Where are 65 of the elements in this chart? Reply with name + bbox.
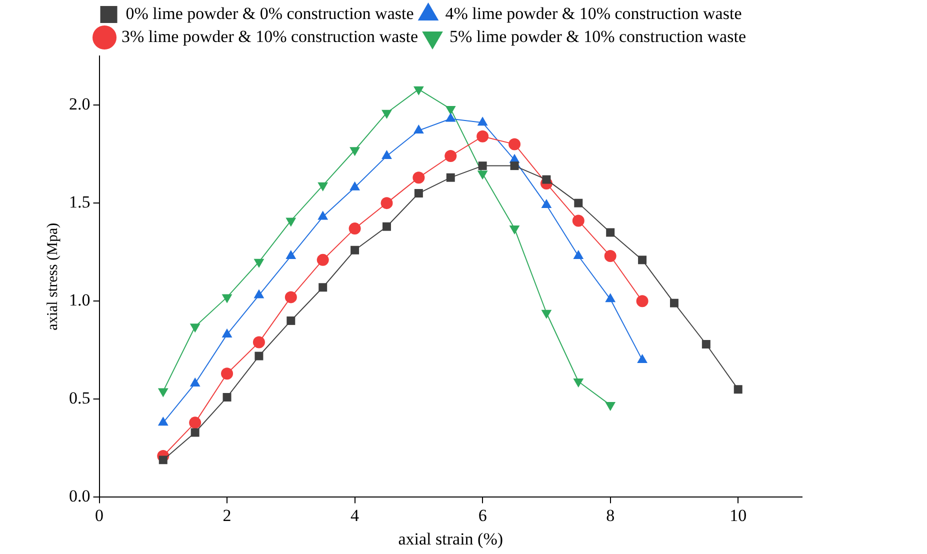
point: [190, 428, 200, 437]
x-tick-label: 6: [478, 506, 487, 525]
point: [382, 110, 392, 119]
point: [636, 295, 648, 308]
point: [158, 416, 168, 426]
point: [444, 150, 457, 162]
point: [606, 228, 615, 237]
point: [254, 352, 264, 360]
x-tick-label: 8: [606, 506, 615, 525]
point: [445, 106, 456, 115]
point: [734, 385, 742, 394]
point: [380, 197, 393, 210]
x-tick-label: 2: [222, 506, 232, 525]
point: [316, 254, 329, 266]
point: [446, 173, 455, 182]
point: [476, 130, 489, 142]
point: [702, 340, 710, 348]
point: [222, 392, 232, 402]
point: [413, 124, 424, 134]
point: [605, 293, 616, 302]
point: [412, 172, 425, 184]
y-tick-label: 0.0: [69, 486, 90, 506]
x-tick-label: 10: [730, 506, 747, 525]
y-axis-title: axial stress (Mpa): [44, 222, 61, 330]
legend-label: 5% lime powder & 10% construction waste: [450, 26, 746, 46]
point: [541, 199, 552, 208]
point: [350, 246, 360, 254]
y-tick-label: 1.0: [69, 290, 90, 310]
point: [478, 162, 487, 170]
point: [638, 256, 647, 264]
point: [318, 283, 328, 292]
point: [572, 214, 584, 227]
point: [284, 291, 297, 304]
x-tick-label: 0: [95, 506, 104, 525]
point: [382, 150, 392, 160]
point: [413, 86, 424, 96]
legend-label: 4% lime powder & 10% construction waste: [445, 4, 742, 23]
point: [348, 222, 361, 235]
point: [541, 310, 552, 319]
point: [318, 182, 328, 192]
legend-label: 0% lime powder & 0% construction waste: [126, 4, 414, 23]
point: [221, 368, 234, 380]
point: [254, 289, 264, 298]
point: [286, 316, 296, 325]
legend-label: 3% lime powder & 10% construction waste: [122, 26, 418, 46]
y-tick-label: 0.5: [69, 388, 90, 408]
point: [670, 298, 678, 308]
point: [477, 116, 488, 126]
x-axis-title: axial strain (%): [398, 529, 504, 548]
y-tick-label: 2.0: [69, 94, 90, 114]
point: [414, 189, 423, 198]
point: [158, 456, 168, 464]
point: [286, 250, 296, 260]
y-tick-label: 1.5: [69, 192, 90, 212]
point: [254, 258, 264, 268]
point: [508, 138, 521, 150]
point: [574, 198, 583, 208]
point: [604, 250, 616, 262]
point: [510, 162, 519, 170]
point: [542, 175, 551, 184]
point: [573, 250, 584, 260]
point: [189, 416, 202, 429]
x-tick-label: 4: [350, 506, 360, 525]
point: [382, 222, 391, 231]
point: [252, 336, 265, 348]
